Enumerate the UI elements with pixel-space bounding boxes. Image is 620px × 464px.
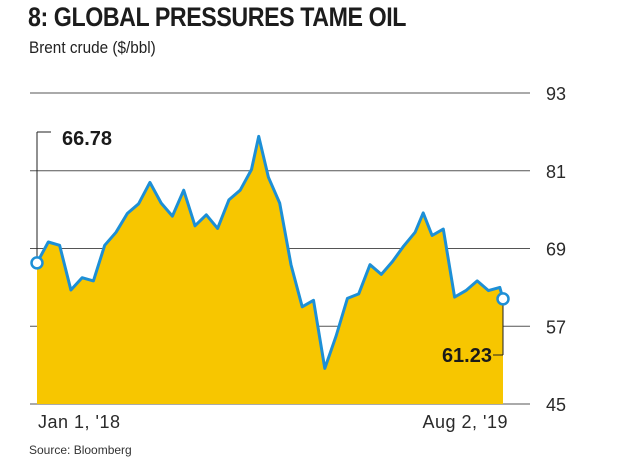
end-marker [496, 292, 510, 306]
price-area [37, 136, 503, 404]
y-tick-label: 45 [546, 395, 566, 415]
area-layer [35, 134, 505, 404]
y-tick-label: 81 [546, 162, 566, 182]
x-tick-label-start: Jan 1, '18 [38, 412, 121, 432]
label-layer: 93 81 69 57 45 66.78 61.23 Jan 1, '18 Aug 2, '19 [30, 84, 566, 432]
source-note: Source: Bloomberg [29, 443, 132, 457]
y-tick-label: 93 [546, 84, 566, 104]
chart-title: 8: GLOBAL PRESSURES TAME OIL [28, 2, 407, 32]
end-value-label: 61.23 [442, 345, 492, 367]
brent-crude-chart: 93 81 69 57 45 66.78 61.23 Jan 1, '18 Aug 2, '19 [30, 84, 566, 432]
price-line [35, 134, 505, 370]
chart-subtitle: Brent crude ($/bbl) [29, 38, 156, 57]
start-marker [30, 256, 44, 270]
y-tick-label: 57 [546, 317, 566, 337]
x-tick-label-end: Aug 2, '19 [423, 412, 509, 432]
y-tick-label: 69 [546, 240, 566, 260]
start-value-label: 66.78 [62, 128, 112, 150]
